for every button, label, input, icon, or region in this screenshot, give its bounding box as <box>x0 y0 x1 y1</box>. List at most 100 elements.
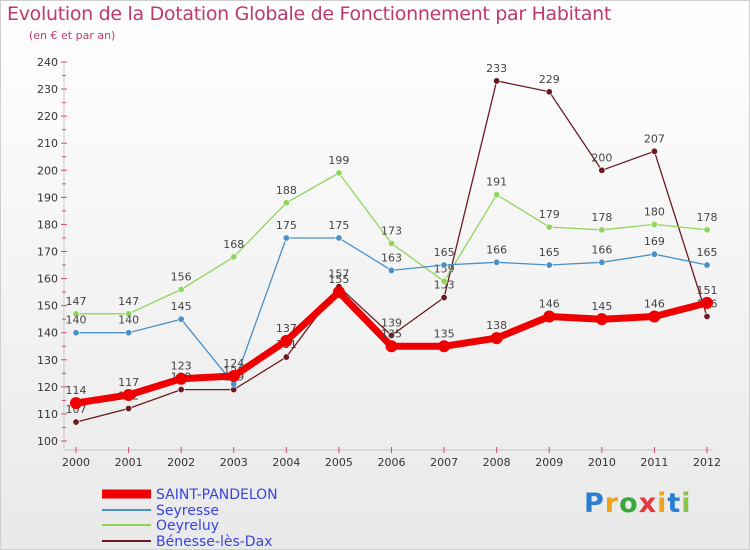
x-tick-label: 2003 <box>220 456 248 469</box>
legend-label: Bénesse-lès-Dax <box>156 534 272 549</box>
data-point <box>440 261 448 269</box>
logo-letter: x <box>638 488 658 519</box>
data-label: 169 <box>644 235 665 248</box>
x-tick-label: 2008 <box>483 456 511 469</box>
data-label: 145 <box>591 300 612 313</box>
data-label: 146 <box>644 297 665 310</box>
data-point <box>493 191 501 199</box>
y-tick-label: 210 <box>37 137 58 150</box>
data-point <box>72 418 80 426</box>
data-point <box>545 261 553 269</box>
data-point <box>387 239 395 247</box>
y-tick-label: 230 <box>37 83 58 96</box>
x-tick-label: 2006 <box>378 456 406 469</box>
data-point <box>490 332 503 345</box>
data-label: 168 <box>223 238 244 251</box>
data-label: 188 <box>276 184 297 197</box>
x-tick-label: 2004 <box>272 456 300 469</box>
x-tick-label: 2011 <box>640 456 668 469</box>
x-tick-label: 2010 <box>588 456 616 469</box>
chart-subtitle: (en € et par an) <box>29 29 116 42</box>
data-point <box>545 88 553 96</box>
data-label: 135 <box>434 327 455 340</box>
data-point <box>125 329 133 337</box>
data-label: 147 <box>118 295 139 308</box>
y-tick-label: 180 <box>37 218 58 231</box>
logo-letter: o <box>619 488 639 519</box>
data-label: 175 <box>276 219 297 232</box>
data-point <box>72 310 80 318</box>
data-point <box>122 388 135 401</box>
data-label: 180 <box>644 205 665 218</box>
logo-letter: i <box>657 488 668 519</box>
data-label: 146 <box>539 297 560 310</box>
data-point <box>282 353 290 361</box>
y-tick-label: 170 <box>37 246 58 259</box>
data-point <box>703 312 711 320</box>
data-point <box>703 226 711 234</box>
data-label: 233 <box>486 62 507 75</box>
data-label: 138 <box>486 319 507 332</box>
data-point <box>70 397 82 410</box>
data-point <box>648 310 661 323</box>
data-point <box>493 77 501 85</box>
data-label: 135 <box>381 327 402 340</box>
y-tick-label: 190 <box>37 191 58 204</box>
data-label: 178 <box>591 211 612 224</box>
data-label: 114 <box>66 384 87 397</box>
data-label: 200 <box>591 151 612 164</box>
data-label: 140 <box>66 314 87 327</box>
data-label: 179 <box>539 208 560 221</box>
y-tick-label: 130 <box>37 354 58 367</box>
data-point <box>227 370 240 383</box>
data-label: 178 <box>697 211 718 224</box>
x-tick-label: 2002 <box>167 456 195 469</box>
x-tick-label: 2012 <box>693 456 721 469</box>
data-label: 117 <box>118 376 139 389</box>
x-tick-label: 2005 <box>325 456 353 469</box>
data-label: 124 <box>223 357 244 370</box>
data-point <box>650 250 658 258</box>
data-point <box>595 313 608 326</box>
data-label: 207 <box>644 132 665 145</box>
logo-letter: r <box>604 488 620 519</box>
data-label: 229 <box>539 73 560 86</box>
data-point <box>332 286 345 299</box>
data-point <box>598 258 606 266</box>
legend-label: SAINT-PANDELON <box>156 487 278 503</box>
y-tick-label: 240 <box>37 56 58 69</box>
data-point <box>177 386 185 394</box>
data-point <box>72 329 80 337</box>
data-point <box>598 166 606 174</box>
data-label: 199 <box>328 154 349 167</box>
data-label: 173 <box>381 224 402 237</box>
data-label: 175 <box>328 219 349 232</box>
data-label: 123 <box>171 360 192 373</box>
data-label: 166 <box>591 243 612 256</box>
data-point <box>598 226 606 234</box>
data-point <box>440 277 448 285</box>
y-tick-label: 160 <box>37 273 58 286</box>
data-point <box>335 234 343 242</box>
data-point <box>650 220 658 228</box>
data-label: 145 <box>171 300 192 313</box>
data-point <box>282 234 290 242</box>
data-point <box>703 261 711 269</box>
x-tick-label: 2007 <box>430 456 458 469</box>
y-tick-label: 200 <box>37 164 58 177</box>
logo-letter: i <box>681 488 692 519</box>
proxiti-logo: Proxiti <box>584 488 692 519</box>
chart-title: Evolution de la Dotation Globale de Fonc… <box>7 3 612 25</box>
y-tick-label: 140 <box>37 327 58 340</box>
data-point <box>440 294 448 302</box>
data-point <box>175 372 188 385</box>
y-tick-label: 100 <box>37 435 58 448</box>
x-tick-label: 2009 <box>535 456 563 469</box>
data-point <box>701 296 713 309</box>
data-point <box>387 266 395 274</box>
data-label: 166 <box>486 243 507 256</box>
data-point <box>125 405 133 413</box>
y-tick-label: 220 <box>37 110 58 123</box>
data-point <box>438 340 451 353</box>
data-label: 107 <box>66 403 87 416</box>
